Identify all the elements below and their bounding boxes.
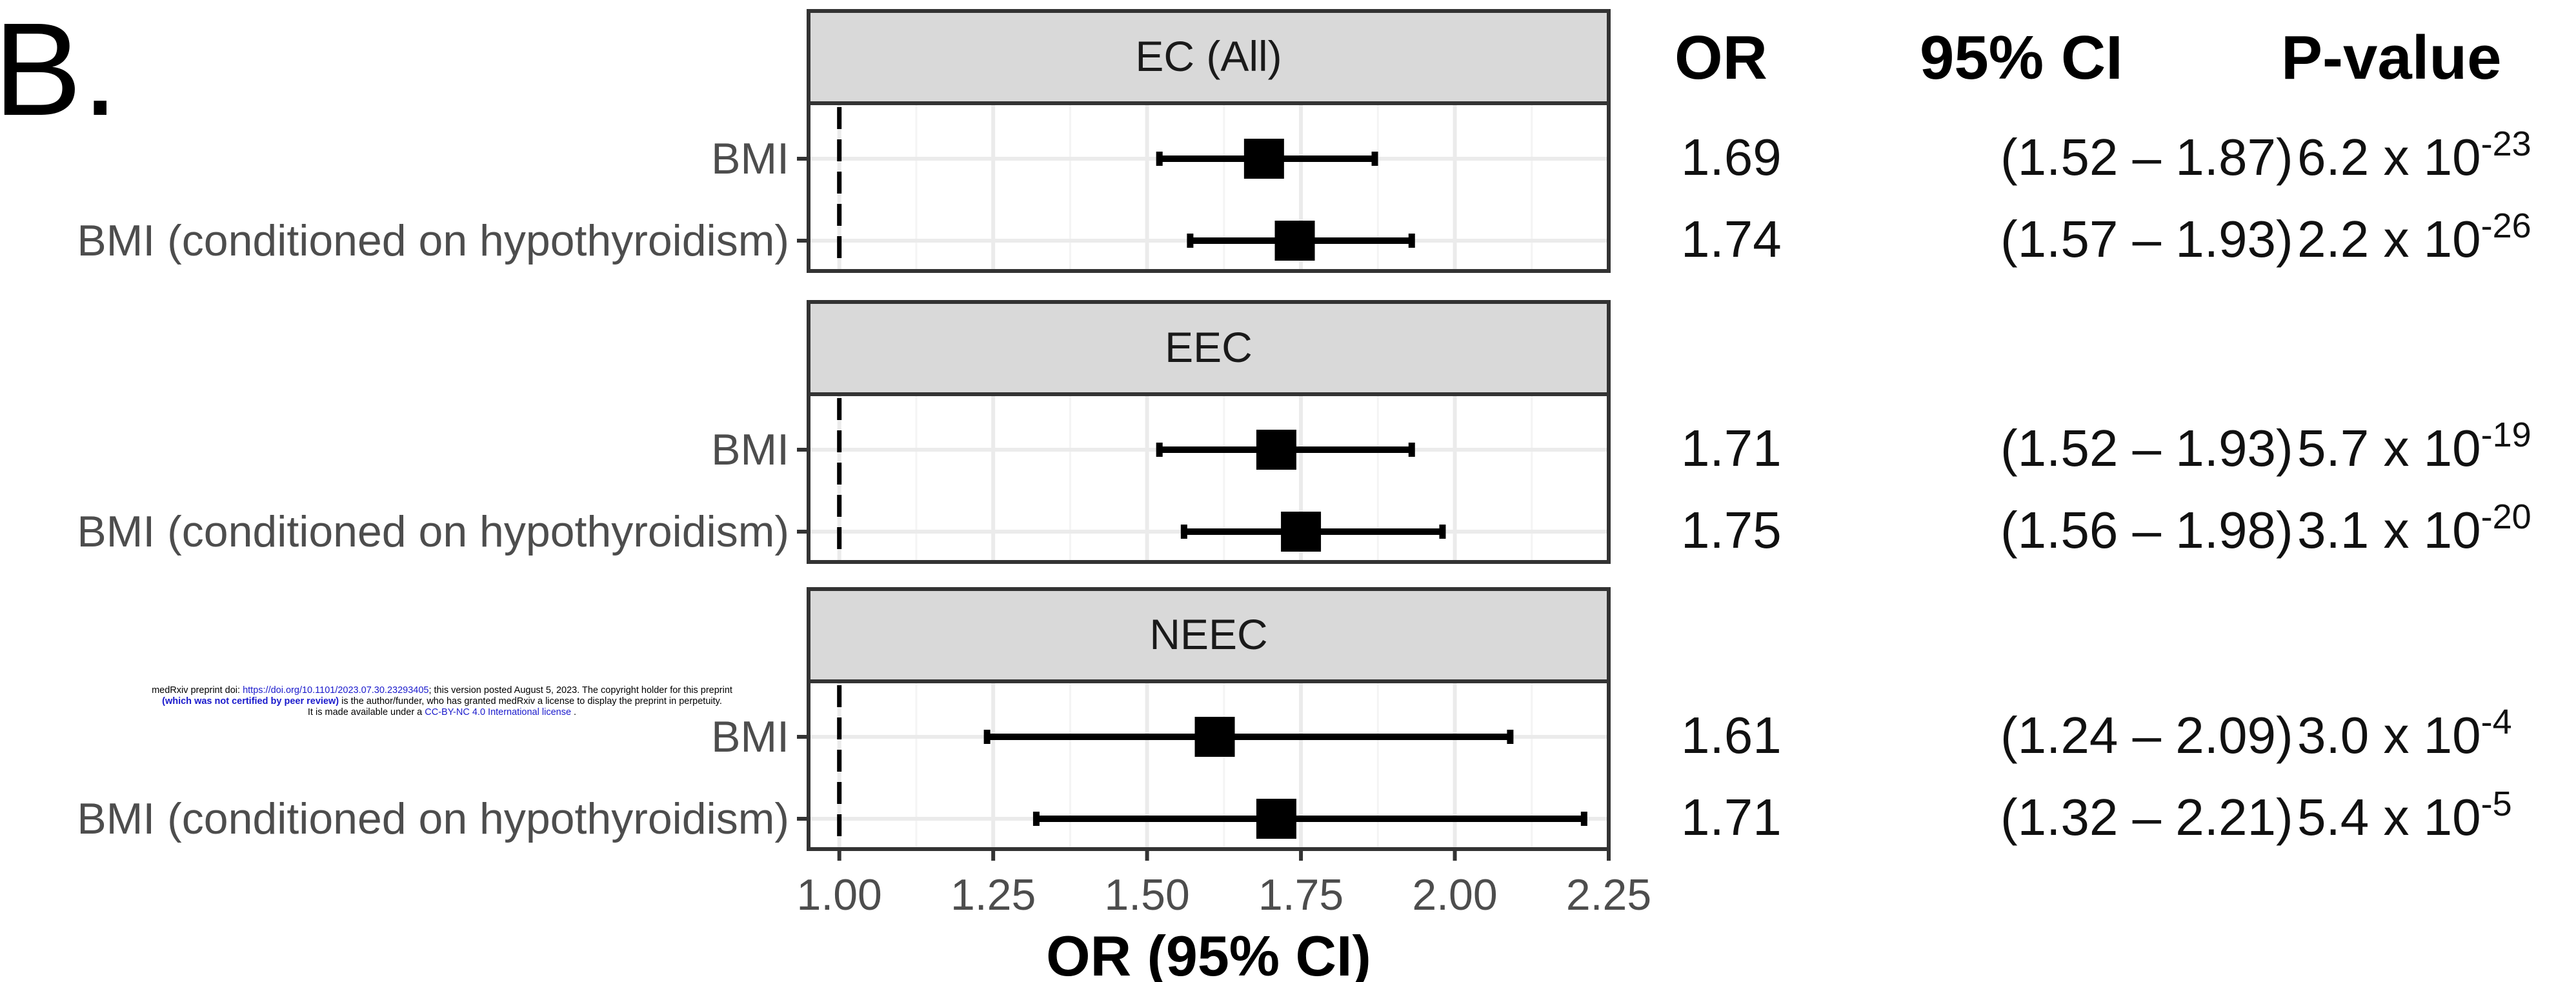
row-label: BMI (conditioned on hypothyroidism) [77, 507, 789, 556]
row-label: BMI [711, 134, 789, 183]
point-estimate [1274, 221, 1315, 261]
p-value-exponent: -5 [2481, 785, 2512, 823]
p-value: 2.2 x 10-26 [2297, 206, 2531, 268]
ci-value: (1.52 – 1.93) [2000, 419, 2293, 477]
point-estimate [1194, 717, 1235, 757]
row-label: BMI [711, 425, 789, 474]
ci-value: (1.32 – 2.21) [2000, 788, 2293, 846]
point-estimate [1243, 139, 1284, 179]
p-value-exponent: -23 [2481, 125, 2531, 163]
p-value-exponent: -26 [2481, 206, 2531, 245]
panel-strip [807, 587, 1611, 683]
or-value: 1.75 [1681, 501, 1782, 559]
row-label: BMI (conditioned on hypothyroidism) [77, 216, 789, 265]
column-header-p: P-value [2281, 23, 2501, 92]
x-tick-label: 2.25 [1566, 870, 1651, 919]
column-header-or: OR [1675, 23, 1767, 92]
x-tick-label: 1.75 [1258, 870, 1343, 919]
ci-value: (1.57 – 1.93) [2000, 210, 2293, 268]
watermark-line2-rest: is the author/funder, who has granted me… [339, 696, 722, 706]
watermark-doi-link[interactable]: https://doi.org/10.1101/2023.07.30.23293… [243, 685, 429, 696]
column-header-ci: 95% CI [1920, 23, 2123, 92]
p-value-base: 3.1 x 10 [2297, 501, 2481, 559]
p-value-exponent: -4 [2481, 703, 2512, 741]
or-value: 1.71 [1681, 788, 1782, 846]
x-tick-label: 2.00 [1412, 870, 1497, 919]
ci-value: (1.56 – 1.98) [2000, 501, 2293, 559]
panel-strip [807, 9, 1611, 105]
or-value: 1.71 [1681, 419, 1782, 477]
p-value-base: 3.0 x 10 [2297, 706, 2481, 764]
p-value-base: 5.4 x 10 [2297, 788, 2481, 846]
point-estimate [1256, 799, 1296, 839]
panel-border [807, 392, 1611, 564]
watermark-license-link[interactable]: CC-BY-NC 4.0 International license [425, 707, 572, 717]
p-value: 5.7 x 10-19 [2297, 416, 2531, 477]
p-value-base: 5.7 x 10 [2297, 419, 2481, 477]
panel-strip-label: NEEC [1149, 610, 1267, 658]
watermark-line3-prefix: It is made available under a [307, 707, 425, 717]
or-value: 1.74 [1681, 210, 1782, 268]
ci-value: (1.24 – 2.09) [2000, 706, 2293, 764]
p-value: 6.2 x 10-23 [2297, 125, 2531, 186]
p-value-exponent: -19 [2481, 416, 2531, 454]
p-value-base: 6.2 x 10 [2297, 128, 2481, 186]
or-value: 1.69 [1681, 128, 1782, 186]
p-value: 5.4 x 10-5 [2297, 785, 2512, 846]
p-value-exponent: -20 [2481, 497, 2531, 536]
p-value: 3.0 x 10-4 [2297, 703, 2512, 764]
panel-strip [807, 300, 1611, 396]
x-axis-title: OR (95% CI) [1046, 924, 1371, 982]
watermark-peer-review-note: (which was not certified by peer review) [162, 696, 339, 706]
panel-border [807, 679, 1611, 851]
panel-strip-label: EEC [1165, 323, 1253, 371]
row-label: BMI (conditioned on hypothyroidism) [77, 794, 789, 843]
figure-label: B. [0, 0, 119, 143]
point-estimate [1281, 512, 1322, 552]
point-estimate [1256, 430, 1296, 470]
watermark-line1-prefix: medRxiv preprint doi: [152, 685, 243, 696]
medrxiv-watermark: medRxiv preprint doi: https://doi.org/10… [0, 685, 884, 718]
or-value: 1.61 [1681, 706, 1782, 764]
panel-border [807, 101, 1611, 273]
row-label: BMI [711, 712, 789, 761]
p-value-base: 2.2 x 10 [2297, 210, 2481, 268]
x-tick-label: 1.25 [951, 870, 1036, 919]
panel-strip-label: EC (All) [1135, 32, 1282, 80]
p-value: 3.1 x 10-20 [2297, 497, 2531, 559]
watermark-line1-suffix: ; this version posted August 5, 2023. Th… [428, 685, 732, 696]
watermark-line3-suffix: . [571, 707, 577, 717]
ci-value: (1.52 – 1.87) [2000, 128, 2293, 186]
x-tick-label: 1.50 [1104, 870, 1189, 919]
x-tick-label: 1.00 [797, 870, 882, 919]
